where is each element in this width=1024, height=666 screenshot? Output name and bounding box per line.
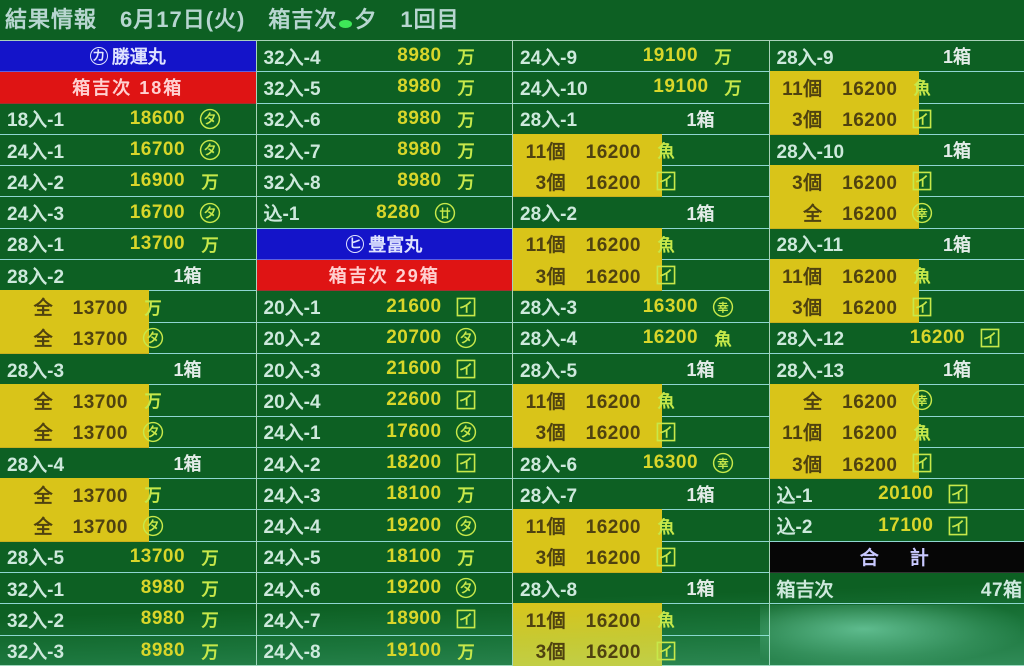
svg-text:万: 万 — [143, 485, 161, 505]
svg-text:タ: タ — [203, 143, 216, 158]
svg-text:イ: イ — [459, 394, 473, 409]
svg-text:万: 万 — [456, 141, 474, 161]
svg-text:タ: タ — [146, 518, 159, 533]
svg-text:タ: タ — [460, 518, 473, 533]
svg-text:タ: タ — [146, 424, 159, 439]
svg-text:万: 万 — [143, 391, 161, 411]
svg-text:万: 万 — [456, 485, 474, 505]
svg-text:幸: 幸 — [717, 456, 728, 470]
svg-text:イ: イ — [459, 362, 473, 377]
svg-text:万: 万 — [200, 548, 218, 568]
svg-text:イ: イ — [659, 550, 673, 565]
svg-text:タ: タ — [146, 331, 159, 346]
svg-text:タ: タ — [203, 205, 216, 220]
svg-text:イ: イ — [915, 300, 929, 315]
svg-text:イ: イ — [951, 519, 965, 534]
svg-text:タ: タ — [460, 424, 473, 439]
svg-text:万: 万 — [200, 172, 218, 192]
svg-text:万: 万 — [200, 579, 218, 599]
svg-text:万: 万 — [456, 548, 474, 568]
svg-text:魚: 魚 — [657, 141, 674, 161]
svg-text:万: 万 — [200, 235, 218, 255]
svg-text:魚: 魚 — [657, 391, 674, 411]
svg-text:魚: 魚 — [657, 516, 674, 536]
svg-text:万: 万 — [713, 47, 731, 67]
svg-text:イ: イ — [951, 487, 965, 502]
svg-text:イ: イ — [983, 331, 997, 346]
svg-text:万: 万 — [200, 642, 218, 662]
svg-text:イ: イ — [659, 644, 673, 659]
svg-text:イ: イ — [659, 268, 673, 283]
svg-text:イ: イ — [459, 456, 473, 471]
svg-text:イ: イ — [659, 174, 673, 189]
svg-text:イ: イ — [459, 300, 473, 315]
svg-text:タ: タ — [203, 111, 216, 126]
svg-text:幸: 幸 — [916, 206, 927, 220]
svg-text:魚: 魚 — [913, 423, 930, 443]
svg-text:魚: 魚 — [913, 266, 930, 286]
svg-text:万: 万 — [200, 610, 218, 630]
svg-text:万: 万 — [456, 642, 474, 662]
svg-text:魚: 魚 — [913, 78, 930, 98]
svg-text:タ: タ — [460, 331, 473, 346]
svg-text:万: 万 — [456, 110, 474, 130]
svg-text:廿: 廿 — [439, 206, 450, 220]
svg-text:魚: 魚 — [714, 329, 731, 349]
svg-text:魚: 魚 — [657, 610, 674, 630]
svg-text:万: 万 — [724, 78, 742, 98]
svg-text:万: 万 — [456, 172, 474, 192]
svg-text:万: 万 — [143, 297, 161, 317]
svg-text:万: 万 — [456, 78, 474, 98]
svg-text:イ: イ — [915, 456, 929, 471]
svg-text:万: 万 — [456, 47, 474, 67]
svg-text:幸: 幸 — [717, 300, 728, 314]
svg-text:イ: イ — [659, 425, 673, 440]
svg-text:タ: タ — [460, 581, 473, 596]
svg-text:幸: 幸 — [916, 394, 927, 408]
svg-text:イ: イ — [915, 174, 929, 189]
svg-text:イ: イ — [915, 112, 929, 127]
svg-text:イ: イ — [459, 613, 473, 628]
svg-text:魚: 魚 — [657, 235, 674, 255]
